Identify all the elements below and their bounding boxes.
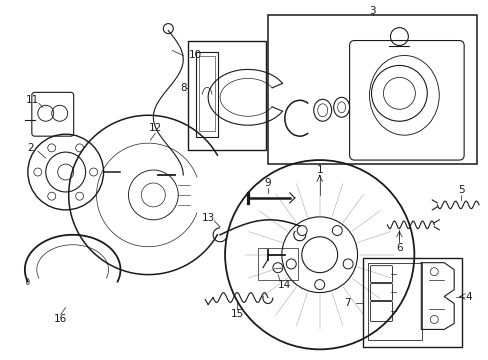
Text: 12: 12 [148, 123, 162, 133]
Bar [258, 248, 297, 280]
Text: 16: 16 [54, 314, 67, 324]
Text: 3: 3 [368, 6, 375, 15]
Text: 4: 4 [465, 292, 471, 302]
Text: 13: 13 [201, 213, 214, 223]
Bar [199, 57, 215, 131]
Text: 2: 2 [27, 143, 34, 153]
Bar [188, 41, 265, 150]
Bar [196, 53, 218, 137]
Text: 11: 11 [26, 95, 40, 105]
Text: 1: 1 [316, 165, 323, 175]
Text: 15: 15 [230, 310, 243, 319]
Bar [367, 263, 422, 340]
Bar [267, 15, 476, 164]
Text: 6: 6 [395, 243, 402, 253]
Text: 10: 10 [188, 50, 202, 60]
Bar [362, 258, 461, 347]
Text: 7: 7 [344, 297, 350, 307]
Text: 8: 8 [180, 84, 186, 93]
Text: 5: 5 [457, 185, 464, 195]
Text: 9: 9 [264, 178, 271, 188]
Text: 14: 14 [278, 280, 291, 289]
